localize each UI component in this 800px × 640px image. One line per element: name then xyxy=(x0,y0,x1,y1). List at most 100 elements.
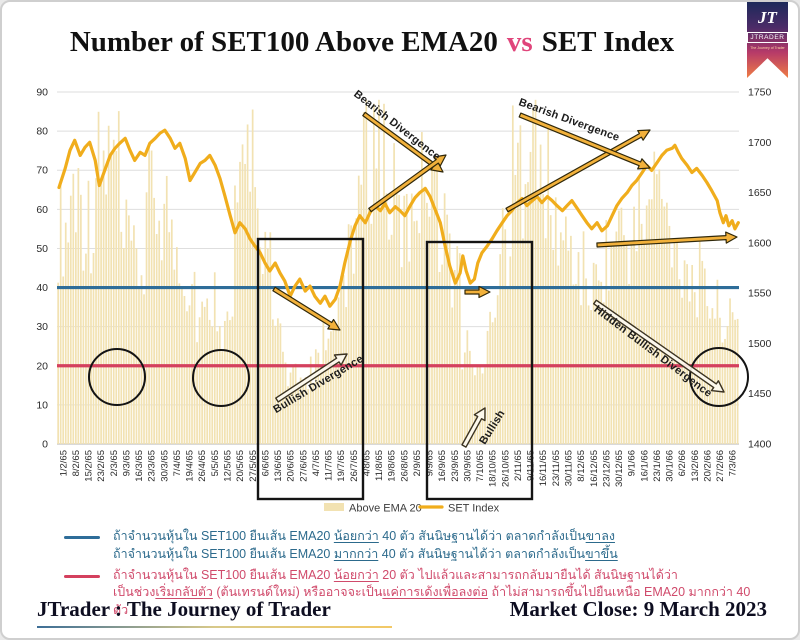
x-axis-tick: 23/3/65 xyxy=(147,450,158,482)
x-axis-tick: 16/1/66 xyxy=(639,450,650,482)
x-axis-tick: 30/9/65 xyxy=(462,450,473,482)
bar xyxy=(251,109,254,444)
bar xyxy=(367,208,370,444)
bar xyxy=(731,312,734,444)
bar xyxy=(517,142,519,444)
bar xyxy=(314,349,317,444)
bar xyxy=(549,215,552,444)
bar xyxy=(534,99,537,445)
left-axis-tick: 80 xyxy=(36,126,48,138)
bar xyxy=(133,225,135,444)
bar xyxy=(80,194,82,444)
bar xyxy=(272,319,274,444)
outline-arrow xyxy=(461,407,486,448)
bar xyxy=(170,219,173,444)
note-blue-line2: ถ้าจำนวนหุ้นใน SET100 ยืนเส้น EMA20 มากก… xyxy=(113,546,618,561)
bar xyxy=(628,283,630,444)
solid-arrow xyxy=(464,285,491,299)
note-blue-line1: ถ้าจำนวนหุ้นใน SET100 ยืนเส้น EMA20 น้อย… xyxy=(113,529,615,543)
bar xyxy=(69,195,72,444)
bar xyxy=(206,298,209,444)
right-axis-tick: 1650 xyxy=(748,187,772,199)
blue-line-swatch xyxy=(64,536,100,539)
bar xyxy=(246,124,249,444)
bar xyxy=(499,254,502,444)
logo-name: JTRADER xyxy=(747,32,788,43)
bar xyxy=(504,229,507,444)
bar xyxy=(307,388,310,444)
bar xyxy=(287,386,289,444)
note-red-text: ถ้าจำนวนหุ้นใน SET100 ยืนเส้น EMA20 น้อย… xyxy=(113,567,764,620)
highlight-circle xyxy=(88,348,146,406)
bar xyxy=(327,338,330,444)
bar xyxy=(666,202,668,444)
bar xyxy=(461,369,464,444)
bar xyxy=(393,143,395,444)
bar xyxy=(542,194,544,444)
left-axis-tick: 70 xyxy=(36,165,48,177)
bar xyxy=(463,352,466,444)
bar xyxy=(537,200,539,444)
bar xyxy=(501,208,504,444)
bar xyxy=(299,377,302,444)
bar xyxy=(719,317,721,444)
bar xyxy=(686,264,688,444)
bar xyxy=(395,193,398,444)
bar xyxy=(173,269,176,444)
bar xyxy=(120,231,123,444)
x-axis-tick: 27/2/66 xyxy=(715,450,726,482)
x-axis-tick: 13/6/65 xyxy=(273,450,284,482)
bar xyxy=(456,246,459,444)
bar xyxy=(350,225,353,444)
bar xyxy=(519,125,522,445)
left-axis-tick: 0 xyxy=(42,439,48,451)
bar xyxy=(714,318,716,444)
bar xyxy=(645,205,648,444)
bar xyxy=(198,317,201,444)
x-axis-tick: 2/9/65 xyxy=(412,450,423,476)
bar xyxy=(489,311,491,444)
bar xyxy=(62,276,65,444)
bar xyxy=(466,330,469,444)
solid-arrow xyxy=(505,129,651,213)
x-axis-tick: 26/4/65 xyxy=(197,450,208,482)
bar xyxy=(658,169,661,444)
bar xyxy=(428,216,431,444)
bar xyxy=(602,302,605,444)
bar xyxy=(110,154,113,444)
bar xyxy=(378,99,380,445)
x-axis-tick: 9/3/65 xyxy=(121,450,132,476)
bar xyxy=(433,157,436,444)
x-axis-tick: 23/12/65 xyxy=(601,450,612,487)
bar xyxy=(438,271,441,444)
right-axis-tick: 1700 xyxy=(748,137,772,149)
bar xyxy=(201,301,203,444)
red-line-swatch xyxy=(64,574,100,578)
set-index-line xyxy=(57,128,740,308)
left-axis-tick: 60 xyxy=(36,204,48,216)
bar xyxy=(453,269,456,444)
bar xyxy=(213,272,216,444)
bar xyxy=(188,305,191,444)
bar xyxy=(557,265,560,444)
footer-market-close: Market Close: 9 March 2023 xyxy=(509,597,767,621)
bar xyxy=(721,342,724,444)
x-axis-tick: 19/7/65 xyxy=(336,450,347,482)
bar xyxy=(400,267,403,444)
x-axis-tick: 20/5/65 xyxy=(235,450,246,482)
bar xyxy=(653,151,656,445)
left-axis-tick: 90 xyxy=(36,87,48,99)
bar xyxy=(87,180,90,444)
bar xyxy=(337,297,340,444)
right-axis-tick: 1550 xyxy=(748,288,772,300)
x-axis-tick: 12/5/65 xyxy=(223,450,234,482)
bar xyxy=(140,275,143,444)
bar xyxy=(514,174,517,444)
bar xyxy=(494,317,496,444)
bar xyxy=(322,322,325,444)
bar xyxy=(150,150,153,444)
x-axis-tick: 19/4/65 xyxy=(185,450,196,482)
bar xyxy=(97,111,100,444)
bar xyxy=(524,184,527,445)
bar xyxy=(259,247,262,444)
